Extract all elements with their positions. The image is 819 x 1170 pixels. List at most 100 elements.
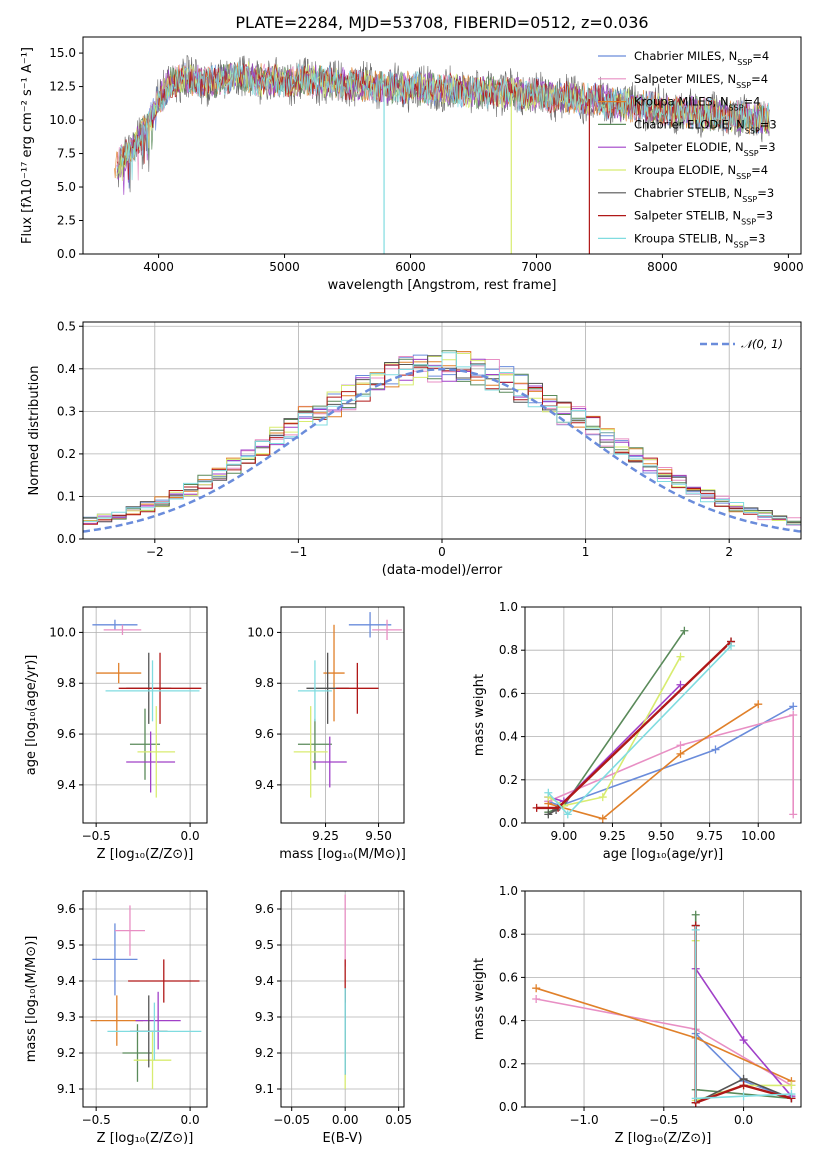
y-tick-label: 9.1 [57, 1082, 76, 1096]
x-tick-label: 0.0 [181, 829, 200, 843]
mass-weight-marker [789, 702, 798, 711]
y-tick-label: 0.6 [499, 970, 518, 984]
y-tick-label: 9.6 [57, 902, 76, 916]
x-axis-label: Z [log₁₀(Z/Z⊙)] [615, 1131, 712, 1146]
y-axis-label: age [log₁₀(age/yr)] [24, 655, 39, 776]
mass-weight-marker [739, 1081, 748, 1090]
x-tick-label: 9000 [773, 260, 804, 274]
x-tick-label: −0.5 [82, 1113, 111, 1127]
mass-weight-line [548, 703, 759, 820]
mass-weight-marker [727, 641, 736, 650]
mass-vs-metallicity-panel: −0.5 0.0 9.1 9.2 9.3 9.4 9.5 9.6 Z [log₁₀(Z/Z⊙)]… [24, 890, 208, 1146]
mass-weight-marker [691, 1094, 700, 1103]
y-tick-label: 15.0 [49, 46, 76, 60]
mass-weight-line [536, 640, 732, 810]
x-tick-label: 9.50 [365, 829, 392, 843]
y-tick-label: 10.0 [247, 625, 274, 639]
axes-frame [82, 890, 208, 1108]
axes-frame [280, 890, 405, 1108]
y-tick-label: 0.0 [499, 1100, 518, 1114]
x-tick-label: 9.50 [648, 829, 675, 843]
mass-weight-vs-age-panel: 9.00 9.25 9.50 9.75 10.00 0.0 0.2 0.4 0.6 0.8 1.0 a… [472, 600, 802, 862]
y-tick-label: 9.4 [57, 974, 76, 988]
y-tick-label: 0.2 [57, 447, 76, 461]
x-axis-label: (data-model)/error [382, 563, 503, 578]
y-tick-label: 1.0 [499, 884, 518, 898]
legend-entry: Salpeter STELIB, NSSP=3 [634, 209, 773, 227]
y-tick-label: 10.0 [49, 625, 76, 639]
legend: Chabrier MILES, NSSP=4 Salpeter MILES, NS… [598, 49, 777, 249]
histogram-step [83, 352, 801, 525]
plot-area [92, 619, 202, 798]
legend-entry: 𝒩(0, 1) [741, 337, 783, 351]
y-tick-label: 0.3 [57, 404, 76, 418]
y-tick-label: 9.8 [255, 676, 274, 690]
mass-weight-marker [739, 1036, 748, 1045]
plot-area [114, 55, 770, 254]
y-tick-label: 12.5 [49, 80, 76, 94]
x-tick-label: −0.5 [82, 829, 111, 843]
axes-frame [82, 36, 802, 255]
y-tick-label: 9.5 [255, 938, 274, 952]
y-tick-label: 9.3 [255, 1010, 274, 1024]
axes-frame [524, 890, 802, 1108]
y-tick-label: 0.2 [499, 1057, 518, 1071]
y-axis-label: Normed distribution [27, 366, 42, 496]
mass-vs-extinction-panel: −0.05 0.00 0.05 9.1 9.2 9.3 9.4 9.5 9.6 E(B-V) [255, 890, 412, 1146]
y-tick-label: 0.0 [57, 532, 76, 546]
y-tick-label: 9.1 [255, 1082, 274, 1096]
y-tick-label: 0.4 [499, 730, 518, 744]
x-axis-label: Z [log₁₀(Z/Z⊙)] [97, 847, 194, 862]
x-tick-label: 6000 [395, 260, 426, 274]
mass-weight-marker [544, 788, 553, 797]
x-tick-label: 10.00 [741, 829, 775, 843]
x-axis-label: wavelength [Angstrom, rest frame] [328, 278, 557, 293]
x-tick-label: 4000 [143, 260, 174, 274]
x-tick-label: 2 [725, 545, 733, 559]
age-vs-mass-panel: 9.25 9.50 9.4 9.6 9.8 10.0 mass [log₁₀(M/M⊙)] [247, 606, 406, 862]
x-tick-label: 0.05 [385, 1113, 412, 1127]
y-tick-label: 0.4 [57, 362, 76, 376]
mass-weight-marker [787, 1090, 796, 1099]
x-tick-label: −1 [290, 545, 308, 559]
y-tick-label: 9.6 [57, 727, 76, 741]
mass-weight-line [548, 705, 794, 807]
legend-entry: Kroupa STELIB, NSSP=3 [634, 231, 765, 249]
mass-weight-vs-metallicity-panel: −1.0 −0.5 0.0 0.0 0.2 0.4 0.6 0.8 1.0 Z [log₁₀(Z/… [472, 884, 802, 1146]
mass-weight-marker [554, 803, 563, 812]
x-tick-label: 0.00 [332, 1113, 359, 1127]
mass-weight-marker [676, 749, 685, 758]
legend-entry: Chabrier ELODIE, NSSP=3 [634, 117, 777, 135]
x-axis-label: age [log₁₀(age/yr)] [603, 847, 724, 862]
chart-title: PLATE=2284, MJD=53708, FIBERID=0512, z=0… [235, 13, 648, 32]
x-tick-label: −1.0 [569, 1113, 598, 1127]
spectrum-panel: 4000 5000 6000 7000 8000 9000 0.0 2.5 5.0 7.5 10.0… [20, 13, 804, 293]
y-tick-label: 0.0 [499, 816, 518, 830]
y-tick-label: 0.8 [499, 927, 518, 941]
x-tick-label: 0 [438, 545, 446, 559]
y-tick-label: 0.0 [57, 247, 76, 261]
mass-weight-marker [691, 910, 700, 919]
y-tick-label: 9.5 [57, 938, 76, 952]
spectrum-line [116, 63, 770, 180]
x-axis-label: mass [log₁₀(M/M⊙)] [279, 847, 406, 862]
y-tick-label: 1.0 [499, 600, 518, 614]
plot-area [83, 350, 801, 533]
y-tick-label: 9.4 [255, 778, 274, 792]
mass-weight-marker [544, 810, 553, 819]
legend-entry: Kroupa MILES, NSSP=4 [634, 95, 760, 113]
y-tick-label: 9.8 [57, 676, 76, 690]
mass-weight-marker [789, 711, 798, 719]
x-tick-label: 0.0 [181, 1113, 200, 1127]
y-tick-label: 7.5 [57, 147, 76, 161]
mass-weight-marker [563, 810, 572, 819]
mass-weight-marker [676, 680, 685, 689]
y-tick-label: 5.0 [57, 180, 76, 194]
axes-frame [82, 606, 208, 824]
y-tick-label: 9.3 [57, 1010, 76, 1024]
x-tick-label: 1 [582, 545, 590, 559]
x-tick-label: 0.0 [734, 1113, 753, 1127]
y-axis-label: mass [log₁₀(M/M⊙)] [24, 936, 39, 1063]
mass-weight-line [547, 713, 794, 815]
plot-area [532, 626, 798, 823]
